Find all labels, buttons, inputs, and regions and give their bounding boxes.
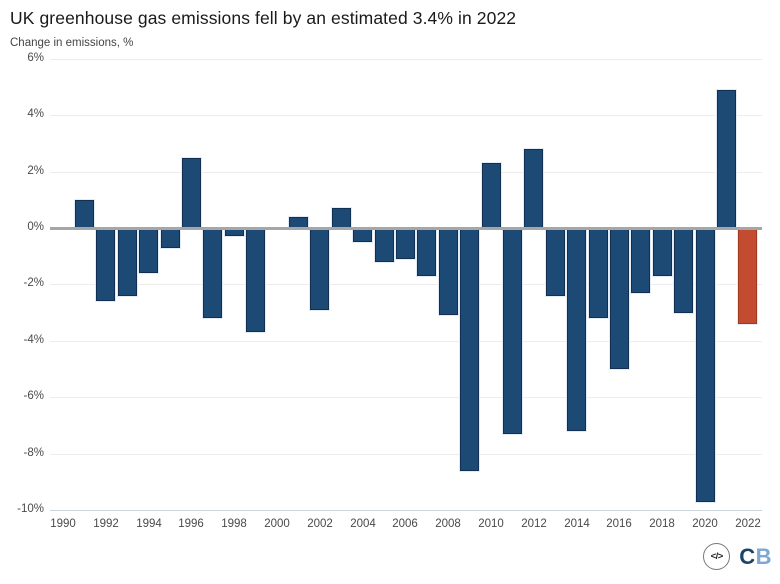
y-tick-4: 4% [27, 108, 44, 120]
bar-2017 [631, 228, 650, 293]
x-tick-1994: 1994 [136, 518, 162, 530]
y-tick-0: 0% [27, 221, 44, 233]
bar-2008 [439, 228, 458, 315]
gridline--8 [50, 454, 762, 455]
bar-2019 [674, 228, 693, 313]
bar-2012 [524, 149, 543, 228]
x-tick-2014: 2014 [564, 518, 590, 530]
y-tick--6: -6% [23, 390, 44, 402]
bar-2006 [396, 228, 415, 259]
x-tick-2004: 2004 [350, 518, 376, 530]
x-tick-2000: 2000 [264, 518, 290, 530]
y-tick--4: -4% [23, 334, 44, 346]
gridline-2 [50, 172, 762, 173]
y-tick-6: 6% [27, 52, 44, 64]
x-tick-1996: 1996 [178, 518, 204, 530]
bar-2007 [417, 228, 436, 276]
bar-2011 [503, 228, 522, 434]
x-tick-2016: 2016 [606, 518, 632, 530]
bar-1992 [96, 228, 115, 301]
bar-2013 [546, 228, 565, 296]
gridline--6 [50, 397, 762, 398]
bar-2004 [353, 228, 372, 242]
bar-2003 [332, 208, 351, 228]
gridline-6 [50, 59, 762, 60]
bar-1999 [246, 228, 265, 332]
bar-2020 [696, 228, 715, 502]
bar-2015 [589, 228, 608, 318]
carbon-brief-logo[interactable]: CB [739, 544, 772, 570]
bar-1991 [75, 200, 94, 228]
bar-2022 [738, 228, 757, 324]
chart-subtitle: Change in emissions, % [10, 37, 134, 49]
x-tick-1998: 1998 [221, 518, 247, 530]
bar-1997 [203, 228, 222, 318]
bar-2021 [717, 90, 736, 228]
logo-letter-b: B [755, 543, 772, 569]
y-tick--2: -2% [23, 277, 44, 289]
chart-footer: </> CB [703, 543, 772, 570]
x-tick-2020: 2020 [692, 518, 718, 530]
x-tick-2002: 2002 [307, 518, 333, 530]
bar-2014 [567, 228, 586, 431]
bar-1993 [118, 228, 137, 296]
bar-1995 [161, 228, 180, 248]
bar-1996 [182, 158, 201, 229]
bar-1994 [139, 228, 158, 273]
x-tick-2006: 2006 [392, 518, 418, 530]
y-tick--10: -10% [17, 503, 44, 515]
x-tick-2022: 2022 [735, 518, 761, 530]
gridline--4 [50, 341, 762, 342]
logo-letter-c: C [739, 543, 756, 569]
x-tick-2018: 2018 [649, 518, 675, 530]
gridline--2 [50, 284, 762, 285]
y-tick-2: 2% [27, 165, 44, 177]
gridline--10 [50, 510, 762, 511]
bar-2002 [310, 228, 329, 310]
bar-2005 [375, 228, 394, 262]
x-tick-2008: 2008 [435, 518, 461, 530]
x-tick-1990: 1990 [50, 518, 76, 530]
bar-2016 [610, 228, 629, 369]
y-tick--8: -8% [23, 447, 44, 459]
gridline-4 [50, 115, 762, 116]
bar-2010 [482, 163, 501, 228]
chart-title: UK greenhouse gas emissions fell by an e… [10, 8, 517, 28]
x-tick-2010: 2010 [478, 518, 504, 530]
bar-2009 [460, 228, 479, 471]
zero-axis-line [50, 227, 762, 230]
bar-2018 [653, 228, 672, 276]
embed-code-icon[interactable]: </> [703, 543, 731, 570]
x-tick-1992: 1992 [93, 518, 119, 530]
x-tick-2012: 2012 [521, 518, 547, 530]
